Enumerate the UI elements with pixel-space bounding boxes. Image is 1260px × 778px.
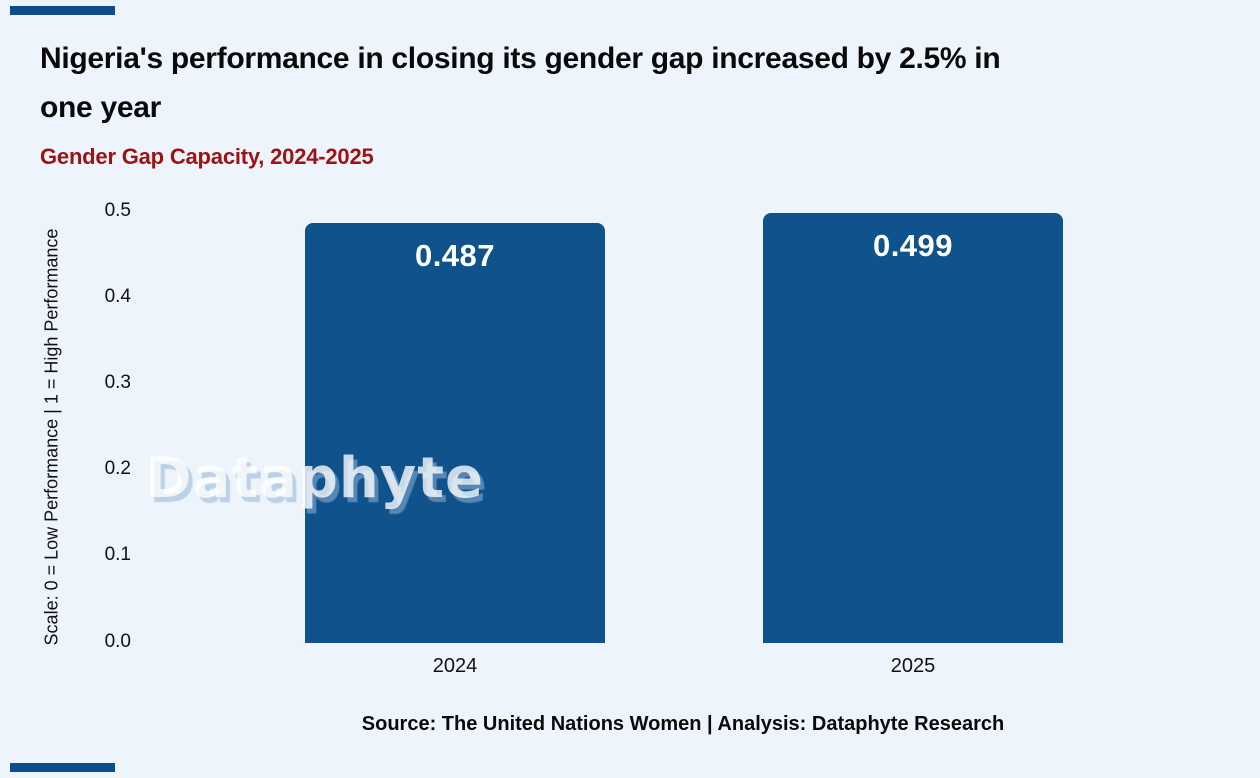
- y-axis-tick-label: 0.0: [104, 630, 131, 652]
- bar-value-2024: 0.487: [414, 238, 496, 273]
- y-axis-tick-label: 0.4: [104, 285, 131, 307]
- bottom-accent-bar: [10, 763, 115, 772]
- chart-title-line2: one year: [40, 91, 161, 124]
- bar-2024: 0.487: [305, 223, 605, 643]
- bar-2025: 0.499: [763, 213, 1063, 643]
- y-axis-tick-label: 0.1: [104, 544, 131, 566]
- y-axis-tick-label: 0.5: [104, 199, 131, 221]
- bar-rect-2024: 0.487: [305, 223, 605, 643]
- bar-rect-2025: 0.499: [763, 213, 1063, 643]
- bar-value-2025: 0.499: [872, 228, 954, 263]
- chart-title-line1: Nigeria's performance in closing its gen…: [40, 42, 1001, 75]
- y-axis-tick-label: 0.2: [104, 458, 131, 480]
- y-axis-tick-label: 0.3: [104, 372, 131, 393]
- chart-title: Nigeria's performance in closing its gen…: [40, 34, 1220, 132]
- x-axis-label-2025: 2025: [890, 655, 936, 677]
- top-accent-bar: [10, 6, 115, 15]
- x-axis-label-2024: 2024: [432, 655, 478, 677]
- chart-subtitle: Gender Gap Capacity, 2024-2025: [40, 144, 374, 169]
- source-attribution: Source: The United Nations Women | Analy…: [361, 713, 1005, 735]
